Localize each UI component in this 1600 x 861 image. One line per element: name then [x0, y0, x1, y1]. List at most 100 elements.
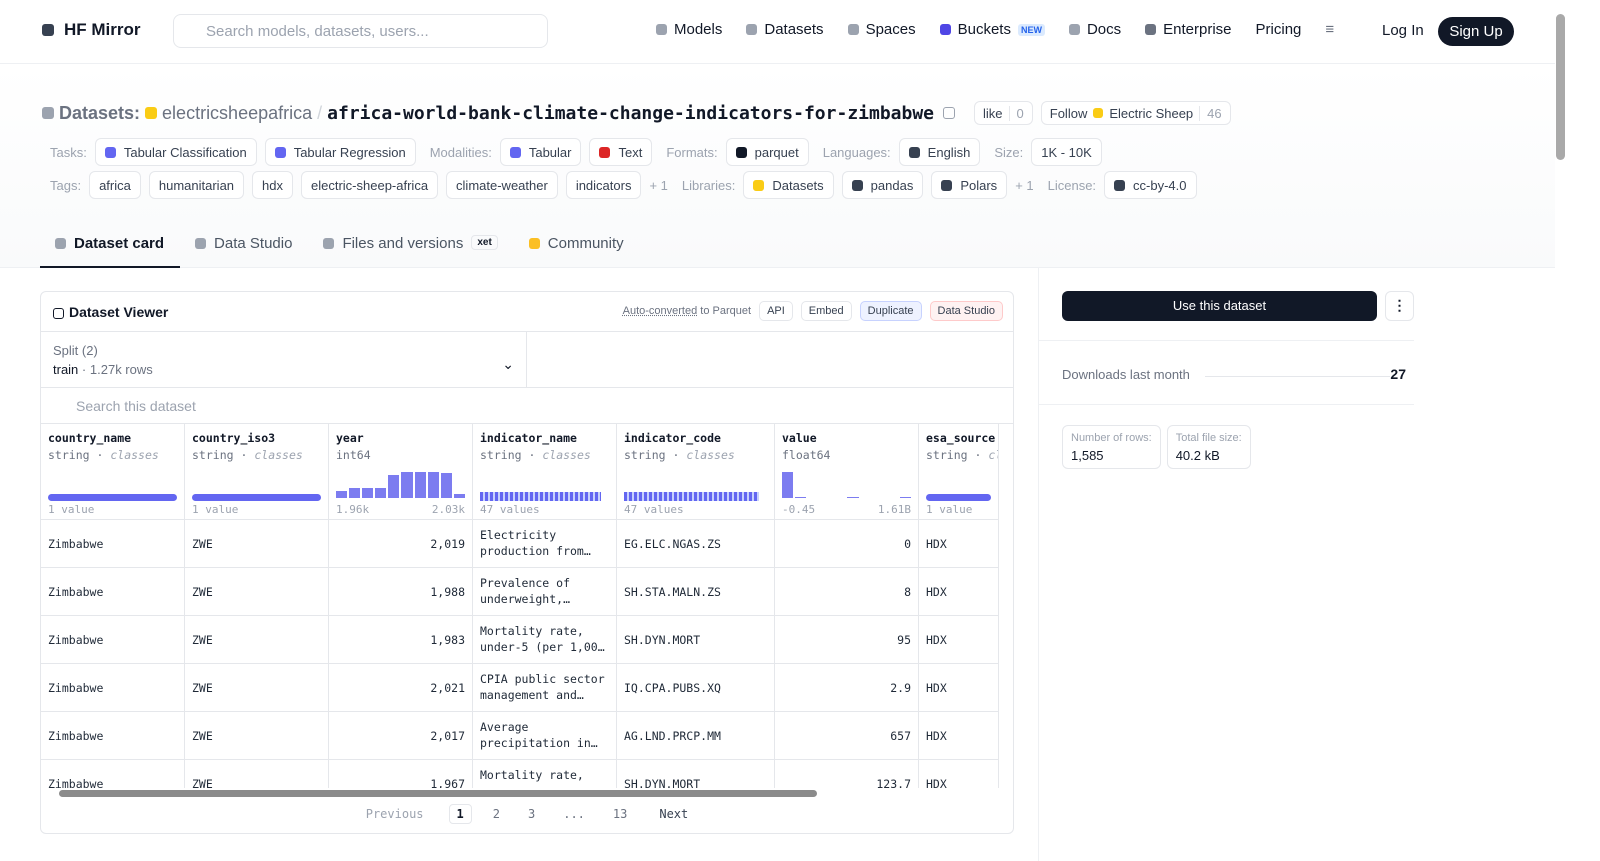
next-page[interactable]: Next	[659, 807, 689, 821]
nav-link[interactable]: Enterprise	[1145, 21, 1232, 38]
table-cell[interactable]: Prevalence of underweight,…	[473, 568, 617, 616]
split-selector[interactable]: Split (2) train · 1.27k rows ⌄	[41, 332, 527, 388]
table-cell[interactable]: Zimbabwe	[41, 568, 185, 616]
table-cell[interactable]: 2,021	[329, 664, 473, 712]
meta-chip[interactable]: pandas	[841, 171, 924, 199]
table-cell[interactable]: ZWE	[185, 616, 329, 664]
viewer-action[interactable]: Embed	[800, 301, 852, 321]
table-cell[interactable]: HDX	[919, 568, 999, 616]
table-cell[interactable]: Mortality rate, under-5 (per 1,00…	[473, 616, 617, 664]
meta-chip[interactable]: Polars	[931, 171, 1008, 199]
table-cell[interactable]: 123.7	[775, 760, 919, 788]
nav-link[interactable]: Buckets NEW	[939, 21, 1045, 38]
column-header[interactable]: value float64 -0.45 1.61B	[775, 424, 919, 520]
page-number[interactable]: 13	[612, 807, 628, 821]
table-cell[interactable]: Average precipitation in…	[473, 712, 617, 760]
table-cell[interactable]: Mortality rate,	[473, 760, 617, 788]
meta-chip[interactable]: cc-by-4.0	[1104, 171, 1197, 199]
meta-chip[interactable]: Tabular Regression	[264, 138, 416, 166]
table-cell[interactable]: 2,017	[329, 712, 473, 760]
prev-page[interactable]: Previous	[365, 807, 424, 821]
repo-name[interactable]: africa-world-bank-climate-change-indicat…	[327, 102, 935, 124]
copy-icon[interactable]	[943, 107, 956, 119]
column-header[interactable]: year int64 1.96k 2.03k	[329, 424, 473, 520]
tab[interactable]: Community	[514, 226, 640, 268]
table-cell[interactable]: Zimbabwe	[41, 712, 185, 760]
nav-link[interactable]: Spaces	[847, 21, 916, 38]
column-header[interactable]: indicator_name string · classes 47 values	[473, 424, 617, 520]
page-number[interactable]: 3	[527, 807, 536, 821]
like-button[interactable]: like 0	[974, 101, 1033, 125]
table-cell[interactable]: 0	[775, 520, 919, 568]
table-cell[interactable]: HDX	[919, 760, 999, 788]
nav-link[interactable]: Models	[656, 21, 722, 38]
table-cell[interactable]: Zimbabwe	[41, 664, 185, 712]
more-button[interactable]: ⋮	[1385, 291, 1414, 321]
meta-chip[interactable]: electric-sheep-africa	[301, 171, 439, 199]
table-cell[interactable]: CPIA public sector management and…	[473, 664, 617, 712]
login-link[interactable]: Log In	[1382, 22, 1424, 39]
table-cell[interactable]: ZWE	[185, 712, 329, 760]
tab[interactable]: Files and versions xet	[308, 226, 513, 268]
signup-button[interactable]: Sign Up	[1438, 17, 1514, 46]
logo[interactable]: HF Mirror	[42, 20, 141, 40]
table-cell[interactable]: ZWE	[185, 664, 329, 712]
auto-link[interactable]: Auto-converted	[622, 305, 698, 317]
table-cell[interactable]: ZWE	[185, 760, 329, 788]
meta-chip[interactable]: Datasets	[743, 171, 834, 199]
nav-link[interactable]: Pricing	[1256, 21, 1302, 38]
meta-chip[interactable]: africa	[89, 171, 141, 199]
column-header[interactable]: indicator_code string · classes 47 values	[617, 424, 775, 520]
table-cell[interactable]: HDX	[919, 712, 999, 760]
meta-chip[interactable]: English	[898, 138, 981, 166]
table-cell[interactable]: HDX	[919, 664, 999, 712]
use-dataset-button[interactable]: Use this dataset	[1062, 291, 1377, 321]
table-cell[interactable]: Zimbabwe	[41, 760, 185, 788]
tab[interactable]: Data Studio	[180, 226, 308, 268]
table-cell[interactable]: 8	[775, 568, 919, 616]
table-cell[interactable]: EG.ELC.NGAS.ZS	[617, 520, 775, 568]
table-cell[interactable]: Zimbabwe	[41, 520, 185, 568]
table-cell[interactable]: 2,019	[329, 520, 473, 568]
meta-chip[interactable]: hdx	[252, 171, 293, 199]
column-header[interactable]: country_name string · classes 1 value	[41, 424, 185, 520]
nav-link[interactable]: Datasets	[746, 21, 824, 38]
page-number[interactable]: 1	[448, 804, 472, 824]
tab[interactable]: Dataset card	[40, 226, 181, 268]
table-cell[interactable]: SH.STA.MALN.ZS	[617, 568, 775, 616]
table-cell[interactable]: AG.LND.PRCP.MM	[617, 712, 775, 760]
table-cell[interactable]: 1,988	[329, 568, 473, 616]
table-cell[interactable]: IQ.CPA.PUBS.XQ	[617, 664, 775, 712]
follow-button[interactable]: Follow Electric Sheep 46	[1040, 101, 1231, 125]
meta-chip[interactable]: parquet	[725, 138, 809, 166]
table-cell[interactable]: HDX	[919, 520, 999, 568]
table-cell[interactable]: HDX	[919, 616, 999, 664]
nav-link[interactable]: Docs	[1068, 21, 1121, 38]
viewer-action[interactable]: Duplicate	[859, 301, 922, 321]
meta-chip[interactable]: humanitarian	[148, 171, 245, 199]
search-input[interactable]: Search models, datasets, users...	[173, 14, 548, 48]
page-number[interactable]: 2	[492, 807, 500, 821]
table-cell[interactable]: SH.DYN.MORT	[617, 760, 775, 788]
table-cell[interactable]: 1,967	[329, 760, 473, 788]
column-header[interactable]: country_iso3 string · classes 1 value	[185, 424, 329, 520]
table-cell[interactable]: 657	[775, 712, 919, 760]
table-cell[interactable]: ZWE	[185, 520, 329, 568]
page-number[interactable]: ...	[563, 807, 585, 821]
viewer-action[interactable]: API	[759, 301, 793, 321]
repo-owner[interactable]: electricsheepafrica	[162, 102, 313, 123]
table-cell[interactable]: Electricity production from…	[473, 520, 617, 568]
table-cell[interactable]: SH.DYN.MORT	[617, 616, 775, 664]
meta-chip[interactable]: climate-weather	[446, 171, 558, 199]
meta-chip[interactable]: 1K - 10K	[1031, 138, 1102, 166]
table-cell[interactable]: 2.9	[775, 664, 919, 712]
meta-chip[interactable]: Tabular Classification	[94, 138, 257, 166]
viewer-action[interactable]: Data Studio	[929, 301, 1003, 321]
table-cell[interactable]: 95	[775, 616, 919, 664]
table-cell[interactable]: ZWE	[185, 568, 329, 616]
meta-chip[interactable]: indicators	[565, 171, 642, 199]
dataset-search[interactable]: Search this dataset	[41, 388, 1013, 424]
table-cell[interactable]: Zimbabwe	[41, 616, 185, 664]
meta-chip[interactable]: Tabular	[499, 138, 582, 166]
